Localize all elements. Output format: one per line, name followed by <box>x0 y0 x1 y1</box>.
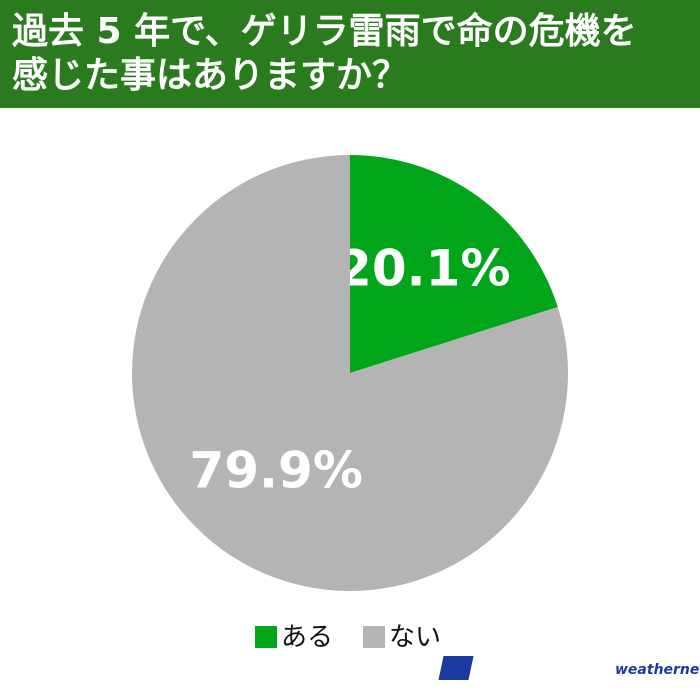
header: 過去 5 年で、ゲリラ雷雨で命の危機を 感じた事はありますか？ <box>0 0 700 108</box>
logo-box <box>438 656 474 680</box>
logo-name: weathernews <box>615 662 700 678</box>
value-label: 79.9% <box>189 441 362 499</box>
legend-label: ない <box>389 623 441 653</box>
legend-label: ある <box>281 623 333 653</box>
logo-mark: WN <box>584 660 614 678</box>
pie-slice <box>350 155 558 373</box>
chart-title: 過去 5 年で、ゲリラ雷雨で命の危機を 感じた事はありますか？ <box>12 11 637 96</box>
legend-swatch <box>363 626 385 648</box>
pie-slice <box>131 155 569 591</box>
value-label: 20.1% <box>337 240 510 298</box>
legend-swatch <box>255 626 277 648</box>
